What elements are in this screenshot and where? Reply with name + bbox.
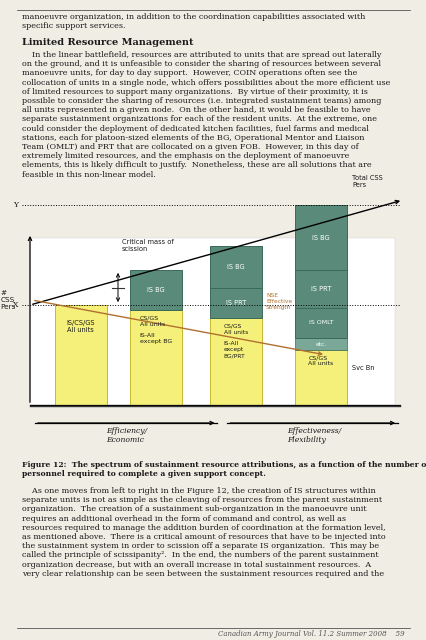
Text: Critical mass of
scission: Critical mass of scission: [122, 239, 173, 252]
Text: manoeuvre organization, in addition to the coordination capabilities associated : manoeuvre organization, in addition to t…: [22, 13, 365, 30]
Text: IS BG: IS BG: [311, 234, 329, 241]
Text: As one moves from left to right in the Figure 12, the creation of IS structures : As one moves from left to right in the F…: [22, 487, 385, 578]
Bar: [294, 308, 346, 338]
Text: X: X: [13, 301, 18, 309]
Text: Efficiency/
Economic: Efficiency/ Economic: [106, 427, 147, 444]
Bar: [294, 338, 346, 350]
Text: In the linear battlefield, resources are attributed to units that are spread out: In the linear battlefield, resources are…: [22, 51, 389, 179]
Text: IS/CS/GS
All units: IS/CS/GS All units: [66, 320, 95, 333]
Text: CS/GS
All units

IS-All
except
BG/PRT: CS/GS All units IS-All except BG/PRT: [223, 324, 248, 358]
Text: Limited Resource Management: Limited Resource Management: [22, 38, 193, 47]
Text: NSE
Effective
Strength: NSE Effective Strength: [265, 293, 291, 310]
Text: etc.: etc.: [315, 342, 326, 346]
Text: CS/GS
All units

IS-All
except BG: CS/GS All units IS-All except BG: [140, 316, 172, 344]
Bar: [55, 305, 107, 405]
Text: IS PRT: IS PRT: [225, 300, 246, 306]
Bar: [130, 310, 181, 405]
Text: Figure 12:  The spectrum of sustainment resource attributions, as a function of : Figure 12: The spectrum of sustainment r…: [22, 461, 426, 478]
Text: #
CSS
Pers: # CSS Pers: [0, 290, 16, 310]
Bar: [130, 270, 181, 310]
Text: Y: Y: [13, 201, 18, 209]
Text: Total CSS
Pers: Total CSS Pers: [351, 175, 382, 188]
Bar: [294, 350, 346, 405]
Bar: [30, 238, 394, 405]
Text: IS BG: IS BG: [147, 287, 164, 293]
Bar: [210, 318, 262, 405]
Bar: [210, 246, 262, 288]
Text: IS PRT: IS PRT: [310, 286, 331, 292]
Text: IS BG: IS BG: [227, 264, 244, 270]
Bar: [210, 288, 262, 318]
Bar: [294, 205, 346, 270]
Bar: [294, 270, 346, 308]
Text: Canadian Army Journal Vol. 11.2 Summer 2008    59: Canadian Army Journal Vol. 11.2 Summer 2…: [218, 630, 404, 638]
Text: IS OMLT: IS OMLT: [308, 321, 333, 326]
Text: Effectiveness/
Flexibility: Effectiveness/ Flexibility: [286, 427, 340, 444]
Text: Svc Bn: Svc Bn: [351, 365, 374, 371]
Text: CS/GS
All units: CS/GS All units: [308, 355, 333, 366]
